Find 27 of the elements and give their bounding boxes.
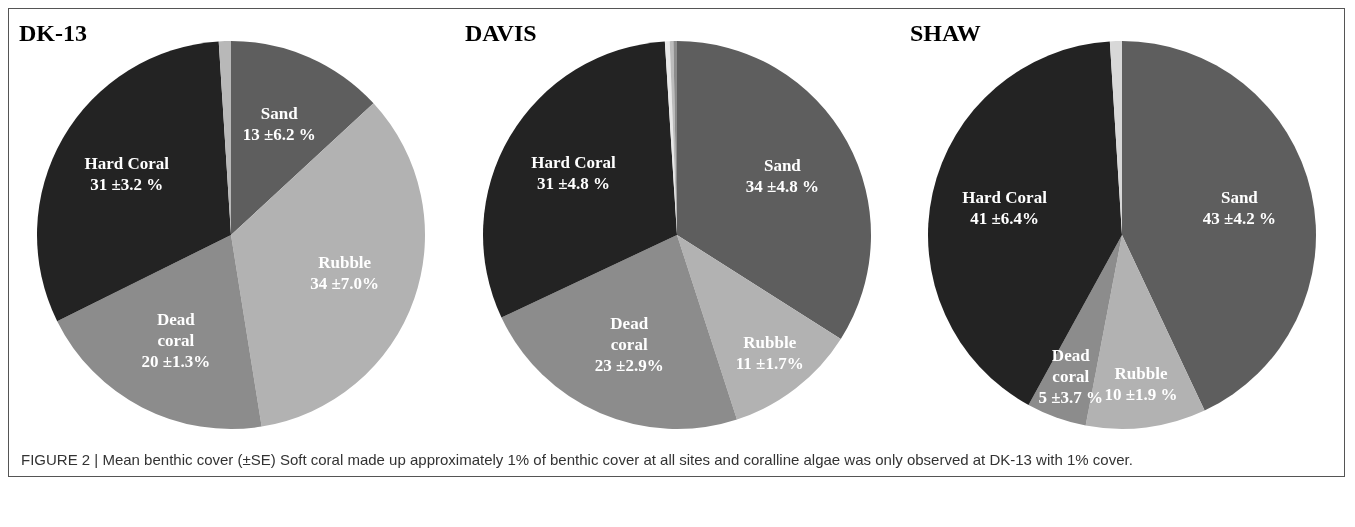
chart-title: SHAW — [910, 20, 981, 47]
data-label: 11 ±1.7% — [735, 354, 804, 374]
data-label: 34 ±7.0% — [310, 274, 380, 294]
data-label: 10 ±1.9 % — [1104, 385, 1178, 405]
slice-label: Rubble — [1114, 364, 1168, 384]
data-label: 13 ±6.2 % — [242, 124, 316, 144]
slice-label: Hard Coral — [530, 152, 616, 172]
slice-label: Sand — [260, 103, 299, 123]
data-label: 41 ±6.4% — [970, 208, 1040, 228]
data-label: 23 ±2.9% — [594, 355, 664, 375]
slice-label: Dead coral — [156, 310, 196, 351]
chart-title: DK-13 — [19, 20, 87, 47]
slice-label: Rubble — [742, 333, 797, 353]
caption: FIGURE 2 | Mean benthic cover (±SE) Soft coral made up approximately 1% of benthic cover at all sites and coralline algae was only observed at DK-13 with 1% cover. — [20, 450, 1134, 470]
slice-label: Sand — [1220, 187, 1259, 207]
slice-label: Rubble — [318, 253, 372, 273]
data-label: 31 ±4.8 % — [536, 173, 610, 193]
slice-label: Hard Coral — [84, 153, 170, 173]
slice-label: Dead coral — [609, 313, 649, 354]
chart-title: DAVIS — [464, 20, 537, 47]
data-label: 20 ±1.3% — [141, 352, 211, 372]
data-label: 5 ±3.7 % — [1038, 387, 1104, 407]
data-label: 43 ±4.2 % — [1202, 208, 1276, 228]
data-label: 31 ±3.2 % — [90, 174, 164, 194]
slice-label: Sand — [763, 155, 801, 175]
slice-label: Hard Coral — [962, 187, 1048, 207]
data-label: 34 ±4.8 % — [745, 176, 819, 196]
